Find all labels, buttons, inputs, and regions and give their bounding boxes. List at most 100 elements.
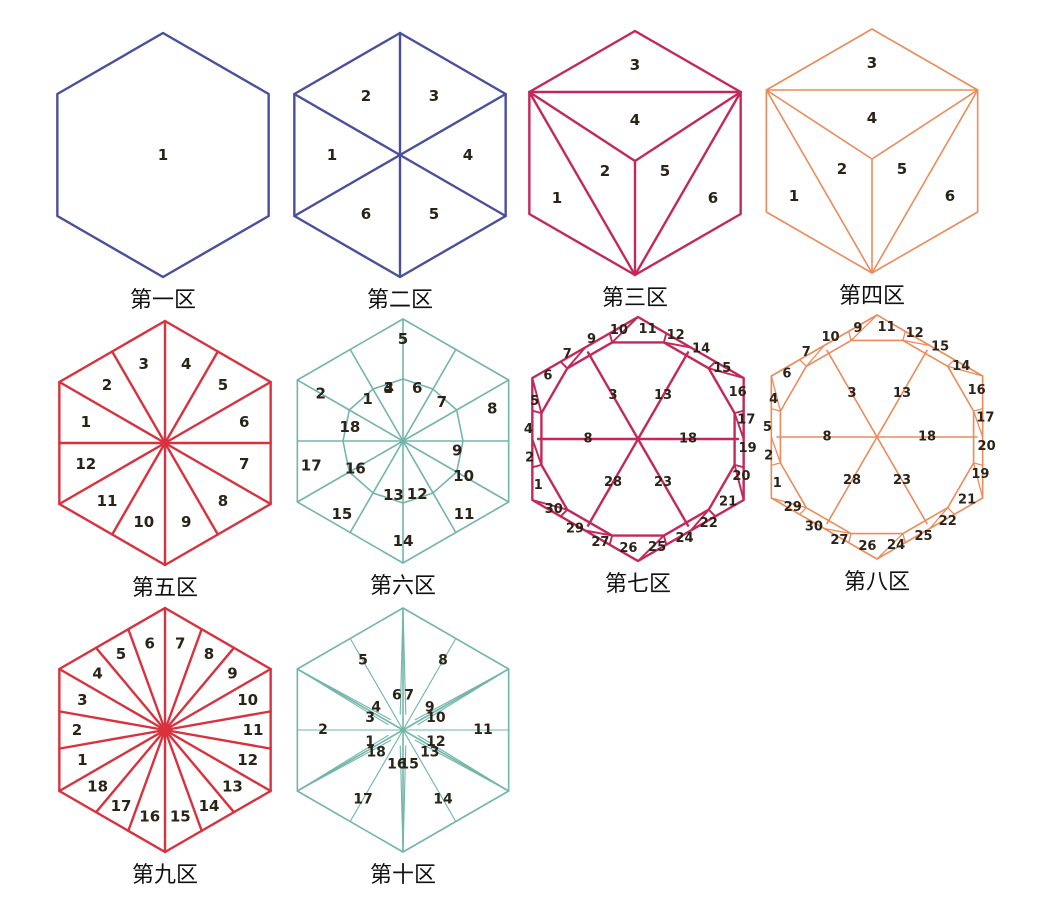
radial-line [163,667,272,732]
caption-district-9: 第九区 [131,863,198,888]
region-number: 11 [243,721,264,739]
region-number: 15 [713,361,731,376]
rim-line [559,508,569,518]
region-number: 2 [600,162,610,180]
caption-district-4: 第四区 [838,284,905,309]
region-number: 18 [339,418,360,436]
rim-line [848,330,852,342]
panel-district-8: 9 11 12 15 14 16 17 20 19 21 22 25 24 26 27 30 29 1 2 5 4 6 7 1… [757,312,997,612]
radial-line [94,728,167,814]
rim-line [770,375,782,412]
region-number: 26 [619,541,637,556]
rim-line [584,529,614,537]
region-number: 11 [639,322,657,337]
panel-district-3: 3 4 2 5 1 6 第三区 [515,28,755,328]
region-number: 11 [454,505,475,523]
region-number: 2 [102,376,112,394]
radial-line [58,667,167,732]
region-number: 25 [648,540,666,555]
radial-line [163,728,272,793]
radial-line [94,646,167,732]
radial-line [58,710,167,732]
radial-line [163,728,236,814]
panel-district-10: 6 7 8 9 10 11 12 13 14 15 16 17 18 1 2 3 4 5 第十区 [283,605,523,905]
region-number: 15 [931,339,949,354]
region-number: 12 [426,734,445,750]
star-line [399,745,404,853]
rim-line [566,346,587,370]
region-number: 5 [398,330,408,348]
region-number: 28 [843,473,861,488]
region-number: 20 [978,439,996,454]
region-number: 17 [976,410,994,425]
radial-line [163,646,236,732]
region-number: 10 [426,710,446,726]
region-number: 1 [365,734,375,750]
rim-line [637,534,665,562]
radial-line [398,92,507,157]
star-line [414,739,510,792]
cube-edge [528,90,637,277]
star-line [432,348,457,390]
rim-line [770,408,782,412]
region-number: 9 [425,700,435,716]
rim-line [972,462,984,466]
region-number: 5 [429,205,439,223]
region-number: 13 [893,386,911,401]
region-number: 2 [72,721,82,739]
region-number: 19 [739,441,757,456]
region-number: 24 [887,538,905,553]
region-number: 7 [802,345,811,360]
caption-district-1: 第一区 [129,288,196,313]
region-number: 17 [737,412,755,427]
region-number: 12 [237,751,258,769]
rim-line [972,462,984,499]
hexagon-district-1: 1 [56,31,270,279]
region-number: 10 [610,323,628,338]
radial-line [293,153,402,218]
region-number: 14 [199,797,220,815]
region-number: 6 [543,368,552,383]
region-number: 8 [583,432,592,447]
region-number: 14 [952,359,970,374]
region-number: 5 [897,160,907,178]
region-number: 4 [181,355,191,373]
rim-line [770,436,782,464]
region-number: 5 [660,162,670,180]
hexagon-district-7: 10 11 121415161719202122242526272930124567… [524,315,757,563]
panel-district-7: 10 11 12 14 15 16 17 19 20 21 22 24 25 26 27 29 30 1 2 4 5 6 7… [518,314,758,614]
region-number: 18 [366,744,385,760]
star-line [417,668,510,726]
region-number: 6 [145,634,155,652]
rim-line [876,532,904,560]
star-line [455,379,510,411]
radial-line [58,441,167,506]
rim-line [559,360,569,370]
radial-line [636,437,690,527]
region-number: 1 [789,187,799,205]
region-number: 1 [81,413,91,431]
region-number: 11 [473,722,492,738]
region-number: 2 [837,160,847,178]
region-number: 18 [679,432,697,447]
star-line [402,637,457,731]
rim-line [531,438,543,466]
rim-line [848,532,852,544]
region-number: 4 [524,422,533,437]
region-number: 3 [139,355,149,373]
rim-line [805,344,825,367]
hexagon-outline [56,31,270,279]
radial-line [826,349,878,438]
region-number: 14 [692,341,710,356]
rim-line [733,409,745,415]
region-number: 18 [918,430,936,445]
star-line [372,440,404,494]
rim-line [947,507,955,515]
region-number: 3 [384,379,394,397]
rim-line [707,360,717,370]
caption-district-7: 第七区 [604,572,671,597]
region-number: 1 [158,146,168,164]
